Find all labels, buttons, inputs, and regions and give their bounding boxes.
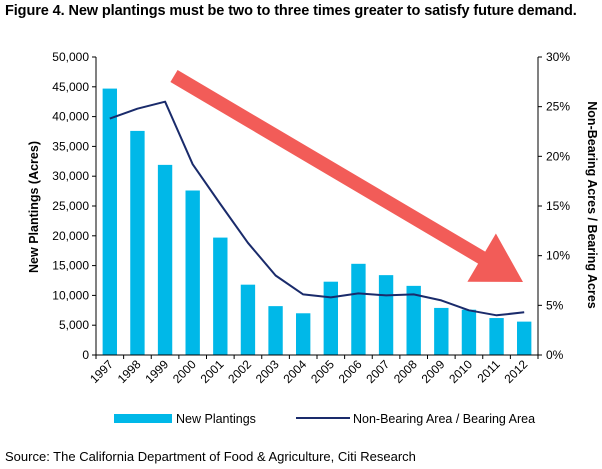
- bar-2000: [185, 190, 200, 355]
- legend-swatch-new-plantings: [114, 414, 172, 423]
- x-tick-label: 2000: [170, 357, 199, 386]
- y-left-tick-label: 25,000: [52, 199, 89, 213]
- x-tick-label: 2002: [225, 357, 254, 386]
- y-axis-right-title: Non-Bearing Acres / Bearing Acres: [585, 101, 599, 309]
- y-right-tick-label: 10%: [546, 249, 570, 263]
- legend-label-new-plantings: New Plantings: [176, 412, 256, 426]
- y-left-tick-label: 10,000: [52, 288, 89, 302]
- y-left-tick-label: 50,000: [52, 50, 89, 64]
- bar-1999: [157, 164, 173, 355]
- x-tick-label: 1999: [142, 357, 171, 386]
- y-axis-left-title: New Plantings (Acres): [27, 141, 41, 273]
- y-right-tick-label: 15%: [546, 199, 570, 213]
- x-tick-label: 2004: [281, 357, 310, 386]
- x-tick-label: 2009: [419, 357, 448, 386]
- y-right-tick-label: 0%: [546, 348, 564, 362]
- y-left-tick-label: 20,000: [52, 229, 89, 243]
- trend-arrow-shape: [170, 70, 523, 282]
- bar-2010: [461, 309, 477, 355]
- x-tick-label: 1998: [115, 357, 144, 386]
- y-left-tick-label: 0: [82, 348, 89, 362]
- y-right-tick-label: 30%: [546, 50, 570, 64]
- bar-2011: [489, 318, 504, 355]
- bar-2008: [406, 285, 421, 355]
- y-left-tick-labels: 0 5,000 10,000 15,000 20,000 25,000 30,000 35,0…: [52, 50, 96, 362]
- x-tick-label: 1997: [87, 357, 116, 386]
- y-left-tick-label: 15,000: [52, 259, 89, 273]
- y-right-tick-labels: 0% 5% 10% 15% 20% 25% 30%: [538, 50, 570, 362]
- bar-2003: [268, 306, 283, 355]
- bar-1997: [102, 88, 117, 355]
- x-tick-label: 2007: [363, 357, 392, 386]
- y-left-tick-label: 35,000: [52, 139, 89, 153]
- ratio-line-path: [109, 100, 525, 317]
- bar-series: [102, 88, 532, 355]
- x-tick-label: 2008: [391, 357, 420, 386]
- x-tick-label: 2006: [336, 357, 365, 386]
- x-tick-label: 2001: [198, 357, 227, 386]
- y-right-tick-label: 5%: [546, 298, 564, 312]
- y-right-tick-label: 25%: [546, 100, 570, 114]
- chart-legend: New Plantings Non-Bearing Area / Bearing…: [114, 412, 535, 426]
- legend-label-ratio-line: Non-Bearing Area / Bearing Area: [353, 412, 535, 426]
- x-tick-labels: 1997199819992000200120022003200420052006…: [87, 357, 530, 386]
- x-tick-label: 2003: [253, 357, 282, 386]
- bar-2001: [213, 237, 228, 355]
- bar-2005: [323, 281, 338, 355]
- y-left-tick-label: 5,000: [59, 318, 89, 332]
- bar-2006: [351, 263, 366, 355]
- bar-2009: [434, 307, 449, 355]
- bar-1998: [130, 130, 145, 355]
- bar-2002: [240, 284, 256, 355]
- figure-title: Figure 4. New plantings must be two to t…: [5, 3, 577, 19]
- y-left-tick-label: 40,000: [52, 110, 89, 124]
- x-tick-label: 2012: [502, 357, 531, 386]
- line-series: [109, 100, 525, 317]
- x-tick-label: 2011: [475, 357, 503, 385]
- y-right-tick-label: 20%: [546, 149, 570, 163]
- trend-arrow: [170, 70, 523, 282]
- figure-source: Source: The California Department of Foo…: [5, 449, 416, 464]
- bar-2007: [378, 275, 394, 355]
- bar-2012: [517, 321, 532, 355]
- y-left-tick-label: 45,000: [52, 80, 89, 94]
- bar-2004: [296, 313, 311, 355]
- x-tick-label: 2005: [308, 357, 337, 386]
- y-left-tick-label: 30,000: [52, 169, 89, 183]
- x-tick-label: 2010: [446, 357, 475, 386]
